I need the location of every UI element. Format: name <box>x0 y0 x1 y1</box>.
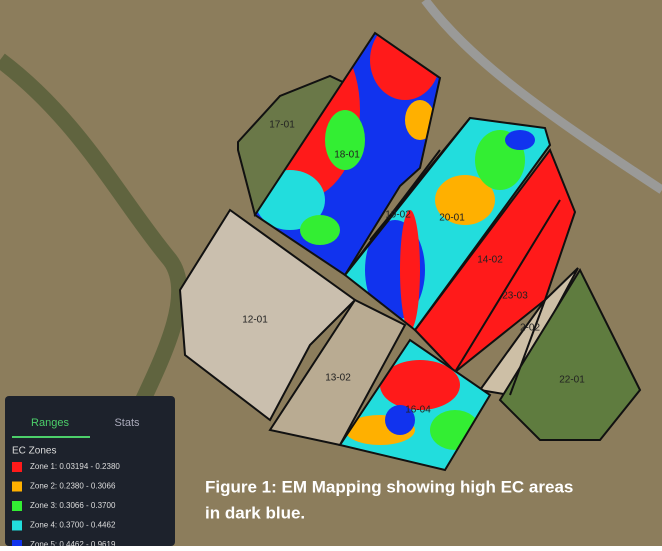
legend-background <box>5 396 175 546</box>
field-label: 23-03 <box>502 291 528 302</box>
tab-stats[interactable]: Stats <box>114 417 140 429</box>
road <box>421 0 662 194</box>
field-label: 22-01 <box>559 375 585 386</box>
field-label: 14-02 <box>477 255 503 266</box>
field-labels: 17-01 18-01 19-02 20-01 14-02 23-03 2-02… <box>242 120 585 416</box>
legend-panel: Ranges Stats EC Zones Zone 1: 0.03194 - … <box>5 396 175 550</box>
zone-swatch <box>12 520 22 531</box>
field <box>178 208 357 422</box>
zone-swatch <box>12 481 22 492</box>
field-label: 19-02 <box>385 210 411 221</box>
zone-label: Zone 4: 0.3700 - 0.4462 <box>30 521 116 530</box>
zone-label: Zone 2: 0.2380 - 0.3066 <box>30 482 116 491</box>
zone-label: Zone 5: 0.4462 - 0.9619 <box>30 540 116 546</box>
field <box>478 267 579 397</box>
field-label: 2-02 <box>520 323 540 334</box>
zone-label: Zone 1: 0.03194 - 0.2380 <box>30 462 120 471</box>
field-label: 17-01 <box>269 120 295 131</box>
zone-swatch <box>12 501 22 511</box>
creek <box>0 53 188 549</box>
field-label: 20-01 <box>439 213 465 224</box>
field <box>498 267 642 441</box>
legend-title: EC Zones <box>12 446 56 457</box>
field-label: 16-04 <box>405 405 431 416</box>
field-label: 12-01 <box>242 315 268 326</box>
zone-swatch <box>12 462 22 472</box>
caption: Figure 1: EM Mapping showing high EC are… <box>205 477 573 496</box>
tab-ranges[interactable]: Ranges <box>31 417 69 429</box>
field-label: 18-01 <box>334 150 360 161</box>
ec-field <box>413 147 577 374</box>
field-label: 13-02 <box>325 373 351 384</box>
zone-swatch <box>12 540 22 550</box>
caption: in dark blue. <box>205 503 305 522</box>
field <box>268 298 407 447</box>
zone-label: Zone 3: 0.3066 - 0.3700 <box>30 501 116 510</box>
